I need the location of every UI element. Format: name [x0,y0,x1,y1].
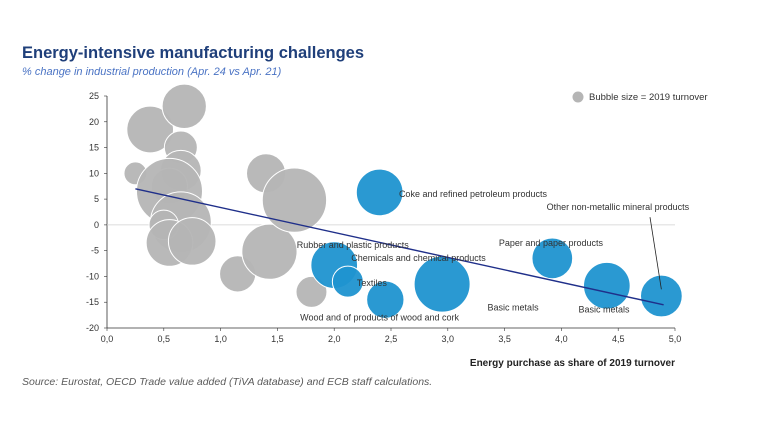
y-tick-label: 5 [94,194,99,204]
x-tick-label: 2,0 [328,334,341,344]
legend-label: Bubble size = 2019 turnover [589,92,708,103]
trend-line-group [135,188,664,306]
annotation-label: Chemicals and chemical products [351,253,486,263]
blue-bubble [639,274,683,318]
y-tick-label: -20 [86,323,99,333]
blue-bubble [355,168,404,217]
chart-subtitle: % change in industrial production (Apr. … [22,66,282,78]
trend-line [135,188,664,306]
blue-bubble [583,261,631,310]
grey-bubble [126,105,175,154]
x-tick-label: 4,5 [612,334,625,344]
chart-legend: Bubble size = 2019 turnover [572,91,708,103]
blue-bubble [366,280,405,319]
annotation-label: Rubber and plastic products [297,240,410,250]
x-tick-label: 3,0 [442,334,455,344]
y-tick-label: -15 [86,297,99,307]
x-tick-label: 2,5 [385,334,398,344]
x-tick-label: 1,0 [214,334,227,344]
grey-bubble [295,275,328,308]
annotation-pointer [649,217,662,290]
chart-bubbles [123,83,683,319]
blue-bubble [413,255,471,313]
x-tick-label: 0,0 [101,334,114,344]
y-tick-label: 15 [89,143,99,153]
annotation-label: Wood and of products of wood and cork [300,313,459,323]
y-tick-label: 25 [89,91,99,101]
blue-bubble [531,237,574,280]
grey-bubble [161,83,207,129]
grey-bubble [167,217,217,266]
chart-title: Energy-intensive manufacturing challenge… [22,44,365,62]
grey-bubble [261,167,328,233]
chart-annotations: Coke and refined petroleum products Other… [297,189,690,323]
annotation-label: Textiles [357,278,388,288]
blue-bubble [331,265,364,298]
x-tick-label: 3,5 [498,334,511,344]
x-tick-label: 1,5 [271,334,284,344]
annotation-label: Basic metals [578,304,630,314]
y-tick-label: 0 [94,220,99,230]
x-tick-label: 4,0 [555,334,568,344]
y-tick-label: -5 [91,246,99,256]
grey-bubble [241,223,298,280]
annotation-label: Paper and paper products [499,238,604,248]
y-tick-label: -10 [86,271,99,281]
annotation-label: Coke and refined petroleum products [399,189,548,199]
x-tick-label: 0,5 [158,334,171,344]
annotation-label: Other non-metallic mineral products [547,202,690,212]
y-tick-label: 20 [89,117,99,127]
source-note: Source: Eurostat, OECD Trade value added… [22,376,433,388]
annotation-label: Basic metals [488,302,540,312]
y-tick-label: 10 [89,168,99,178]
x-tick-label: 5,0 [669,334,682,344]
legend-bubble-icon [572,91,584,103]
x-axis-label: Energy purchase as share of 2019 turnove… [470,358,675,369]
